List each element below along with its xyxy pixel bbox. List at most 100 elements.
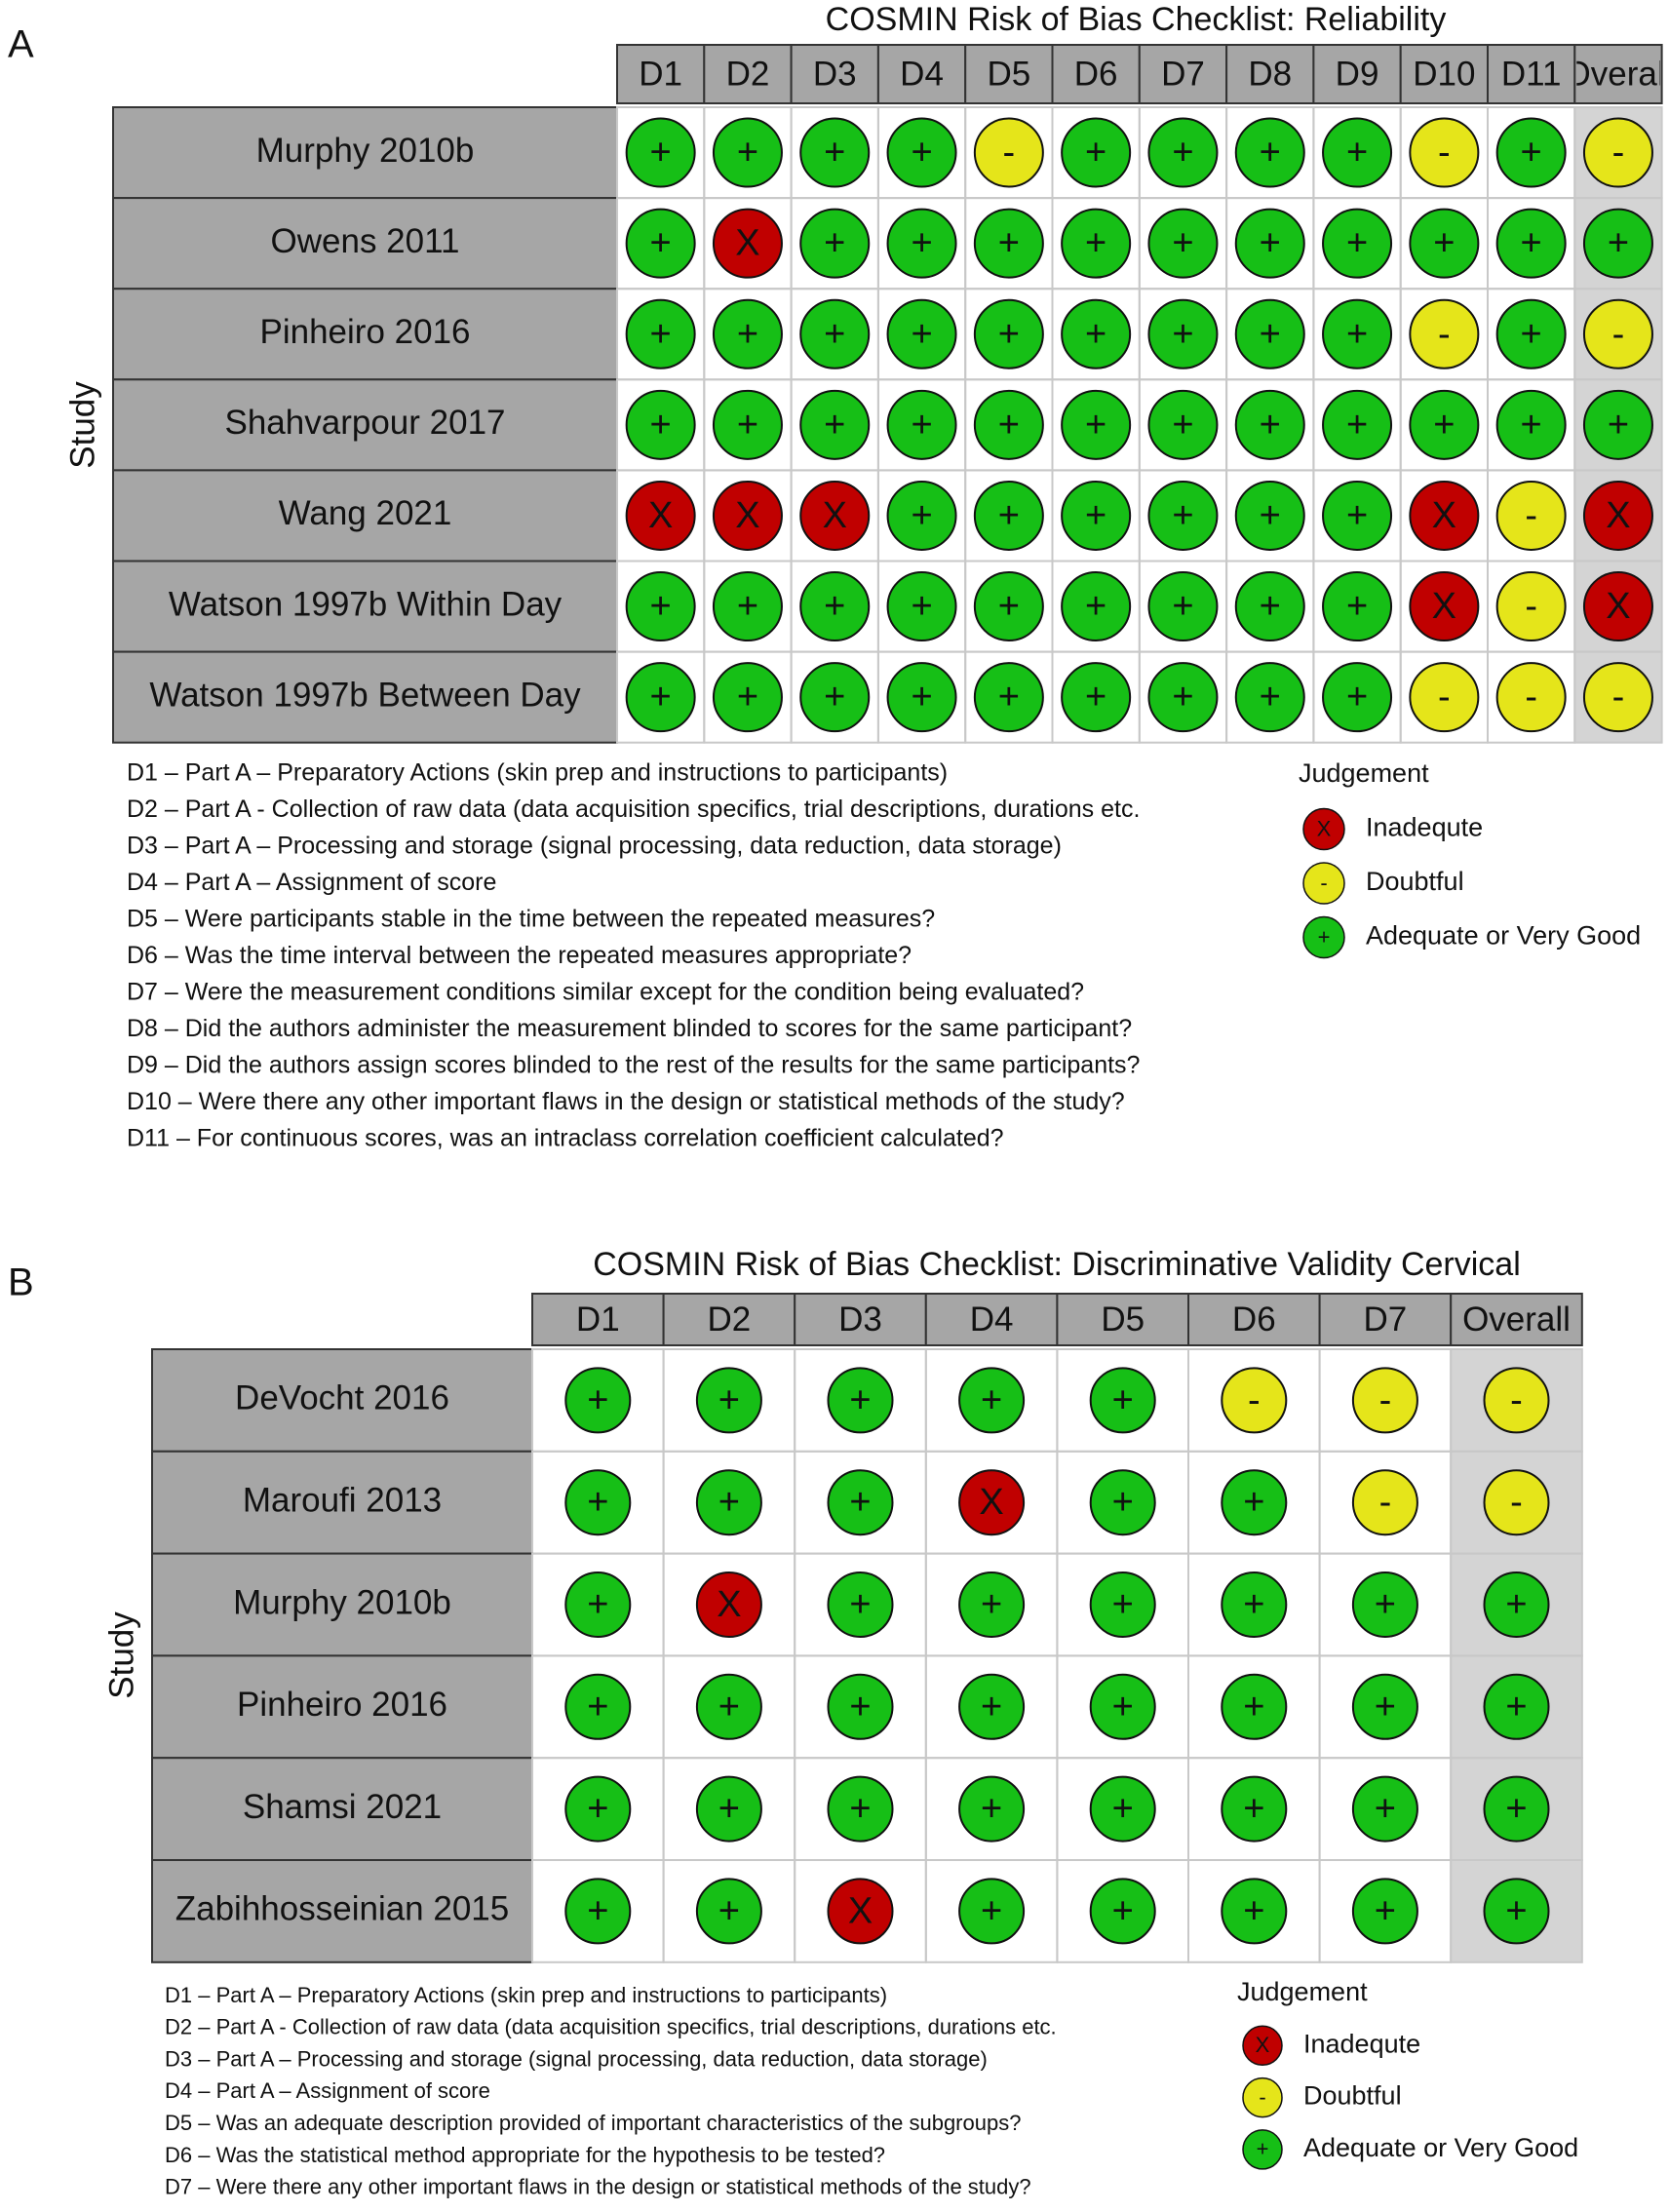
judgement-dot xyxy=(973,571,1044,642)
judgement-dot xyxy=(799,208,871,279)
judgement-dot xyxy=(1483,1775,1550,1843)
judgement-symbol: + xyxy=(650,314,672,355)
y-axis-label: Study xyxy=(63,381,101,469)
judgement-dot xyxy=(1409,662,1480,733)
y-axis-label: Study xyxy=(102,1611,140,1699)
judgement-dot xyxy=(1234,117,1305,188)
judgement-symbol: - xyxy=(1612,677,1625,718)
footnote: D3 – Part A – Processing and storage (si… xyxy=(127,833,1062,860)
domain-header: Overall xyxy=(1462,1300,1571,1339)
judgement-dot xyxy=(886,571,957,642)
judgement-symbol: + xyxy=(1433,405,1455,446)
judgement-symbol: + xyxy=(1112,1789,1134,1830)
judgement-symbol: + xyxy=(1112,1584,1134,1625)
judgement-symbol: + xyxy=(1085,677,1106,718)
judgement-symbol: + xyxy=(1085,495,1106,536)
judgement-symbol: + xyxy=(737,586,758,627)
footnote: D6 – Was the statistical method appropri… xyxy=(165,2143,885,2167)
domain-header-cell xyxy=(964,44,1054,104)
footnote: D11 – For continuous scores, was an intr… xyxy=(127,1125,1004,1152)
judgement-symbol: + xyxy=(981,1687,1002,1727)
judgement-dot xyxy=(1147,208,1219,279)
judgement-dot xyxy=(1089,1572,1156,1638)
judgement-symbol: + xyxy=(587,1584,608,1625)
judgement-dot xyxy=(712,208,783,279)
judgement-dot xyxy=(886,298,957,369)
judgement-symbol: + xyxy=(1112,1379,1134,1420)
judgement-dot xyxy=(1061,480,1132,551)
legend-symbol: + xyxy=(1257,2137,1269,2161)
domain-header: D6 xyxy=(1232,1300,1276,1339)
judgement-dot xyxy=(712,389,783,460)
legend-symbol: X xyxy=(1256,2033,1270,2057)
judgement-symbol: + xyxy=(849,1789,871,1830)
legend-dot xyxy=(1242,2076,1283,2118)
judgement-dot xyxy=(1409,480,1480,551)
judgement-dot xyxy=(1147,389,1219,460)
study-name: Shamsi 2021 xyxy=(243,1788,442,1826)
legend-title: Judgement xyxy=(1299,758,1429,788)
study-cell xyxy=(112,650,618,744)
domain-header: D2 xyxy=(708,1300,752,1339)
judgement-symbol: X xyxy=(979,1482,1003,1523)
judgement-symbol: + xyxy=(1112,1482,1134,1523)
judgement-symbol: + xyxy=(1260,223,1281,264)
domain-header: D5 xyxy=(1101,1300,1145,1339)
study-name: DeVocht 2016 xyxy=(235,1379,449,1417)
study-name: Watson 1997b Between Day xyxy=(149,676,581,714)
footnote: D2 – Part A - Collection of raw data (da… xyxy=(127,796,1140,823)
judgement-symbol: - xyxy=(1438,314,1451,355)
study-name: Maroufi 2013 xyxy=(243,1481,442,1519)
footnote: D5 – Were participants stable in the tim… xyxy=(127,906,935,933)
judgement-symbol: + xyxy=(911,133,932,174)
judgement-symbol: + xyxy=(737,133,758,174)
judgement-symbol: - xyxy=(1525,677,1537,718)
judgement-dot xyxy=(958,1469,1026,1536)
judgement-symbol: + xyxy=(1260,586,1281,627)
legend-symbol: - xyxy=(1320,871,1327,895)
judgement-symbol: + xyxy=(737,677,758,718)
domain-header: D10 xyxy=(1413,55,1475,93)
judgement-dot xyxy=(886,208,957,279)
domain-header-cell xyxy=(1312,44,1402,104)
judgement-symbol: - xyxy=(1525,586,1537,627)
judgement-dot xyxy=(1351,1367,1418,1434)
judgement-dot xyxy=(958,1367,1026,1434)
judgement-dot xyxy=(1495,480,1567,551)
study-name: Zabihhosseinian 2015 xyxy=(175,1890,509,1928)
domain-header-cell xyxy=(662,1293,796,1346)
legend-dot xyxy=(1242,2025,1283,2067)
judgement-symbol: + xyxy=(1505,1789,1527,1830)
judgement-symbol: + xyxy=(1243,1687,1264,1727)
footnote: D1 – Part A – Preparatory Actions (skin … xyxy=(165,1983,887,2007)
judgement-dot xyxy=(564,1572,632,1638)
judgement-dot xyxy=(973,389,1044,460)
judgement-dot xyxy=(1234,208,1305,279)
domain-header: D4 xyxy=(970,1300,1014,1339)
judgement-symbol: + xyxy=(1243,1890,1264,1931)
domain-header: D4 xyxy=(900,55,944,93)
judgement-dot xyxy=(1495,571,1567,642)
judgement-symbol: X xyxy=(735,223,759,264)
judgement-symbol: - xyxy=(1379,1482,1392,1523)
judgement-dot xyxy=(1221,1775,1288,1843)
judgement-symbol: + xyxy=(1375,1890,1396,1931)
judgement-dot xyxy=(827,1572,894,1638)
judgement-symbol: + xyxy=(1172,223,1193,264)
judgement-symbol: + xyxy=(911,677,932,718)
judgement-symbol: X xyxy=(648,495,673,536)
judgement-symbol: + xyxy=(737,314,758,355)
judgement-dot xyxy=(1089,1367,1156,1434)
judgement-symbol: + xyxy=(1608,405,1629,446)
judgement-dot xyxy=(695,1469,762,1536)
study-name: Murphy 2010b xyxy=(233,1583,451,1621)
judgement-dot xyxy=(1147,298,1219,369)
judgement-dot xyxy=(1409,298,1480,369)
judgement-dot xyxy=(1234,662,1305,733)
legend-dot xyxy=(1302,807,1345,851)
judgement-dot xyxy=(973,662,1044,733)
domain-header: D7 xyxy=(1161,55,1205,93)
judgement-symbol: + xyxy=(824,405,845,446)
judgement-dot xyxy=(799,298,871,369)
